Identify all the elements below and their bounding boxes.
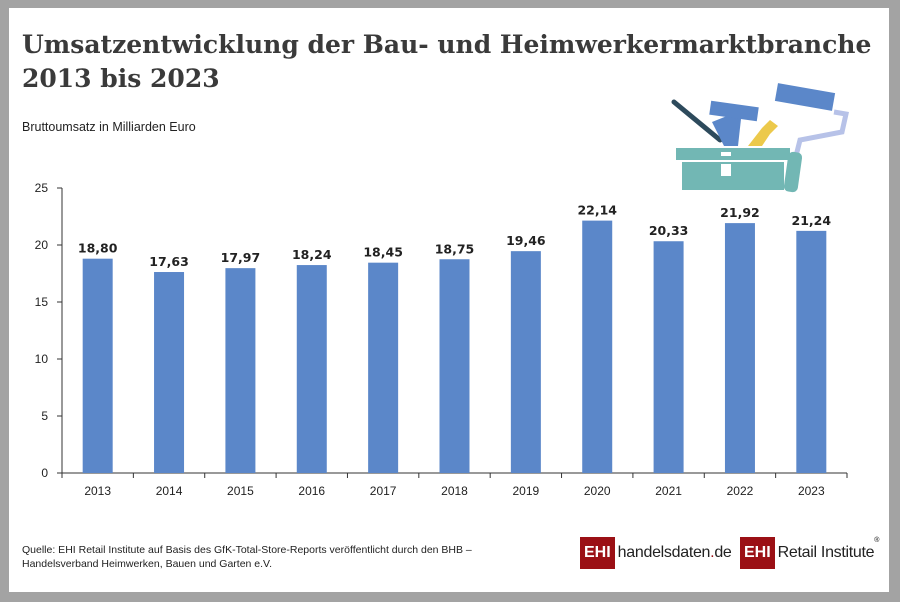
x-tick-label: 2014 <box>156 484 183 498</box>
ehi-retail-institute-logo[interactable]: EHI Retail Institute ® <box>740 537 879 569</box>
data-label: 17,63 <box>149 254 189 269</box>
data-label: 18,24 <box>292 247 332 262</box>
toolbox-illustration-icon <box>671 83 850 193</box>
data-label: 21,92 <box>720 205 760 220</box>
retail-institute-text: Retail Institute <box>777 544 875 561</box>
y-tick-label: 20 <box>35 238 49 252</box>
bar <box>653 241 684 473</box>
ehi-mark: EHI <box>740 537 775 569</box>
chart-title: Umsatzentwicklung der Bau- und Heimwerke… <box>22 30 872 93</box>
data-label: 18,75 <box>435 241 475 256</box>
bar <box>510 251 541 473</box>
source-note: Quelle: EHI Retail Institute auf Basis d… <box>22 544 472 570</box>
bar <box>296 265 327 473</box>
y-tick-label: 10 <box>35 352 49 366</box>
x-tick-label: 2022 <box>727 484 754 498</box>
bar <box>225 268 256 473</box>
bar <box>82 258 113 473</box>
y-tick-label: 5 <box>41 409 48 423</box>
data-label: 18,80 <box>78 241 118 256</box>
data-label: 21,24 <box>792 213 832 228</box>
data-label: 19,46 <box>506 233 546 248</box>
x-tick-label: 2018 <box>441 484 468 498</box>
y-axis-label: Bruttoumsatz in Milliarden Euro <box>22 120 196 134</box>
bar <box>368 262 399 473</box>
handelsdaten-logo[interactable]: EHI handelsdaten.de <box>580 537 732 569</box>
ehi-mark: EHI <box>580 537 615 569</box>
x-tick-label: 2015 <box>227 484 254 498</box>
x-tick-label: 2023 <box>798 484 825 498</box>
data-label: 20,33 <box>649 223 689 238</box>
data-label: 22,14 <box>577 203 617 218</box>
registered-mark: ® <box>874 537 880 544</box>
x-tick-label: 2021 <box>655 484 682 498</box>
bar <box>154 272 185 473</box>
x-tick-label: 2016 <box>298 484 325 498</box>
bar <box>796 230 827 473</box>
y-tick-label: 15 <box>35 295 49 309</box>
y-tick-label: 0 <box>41 466 48 480</box>
x-tick-label: 2017 <box>370 484 397 498</box>
data-label: 17,97 <box>221 250 261 265</box>
bar <box>582 220 613 473</box>
y-tick-label: 25 <box>35 181 49 195</box>
data-label: 18,45 <box>363 245 403 260</box>
bar <box>439 259 470 473</box>
x-tick-label: 2020 <box>584 484 611 498</box>
x-tick-label: 2013 <box>84 484 111 498</box>
handelsdaten-text: handelsdaten.de <box>617 544 732 561</box>
bar <box>724 223 755 473</box>
x-tick-label: 2019 <box>513 484 540 498</box>
